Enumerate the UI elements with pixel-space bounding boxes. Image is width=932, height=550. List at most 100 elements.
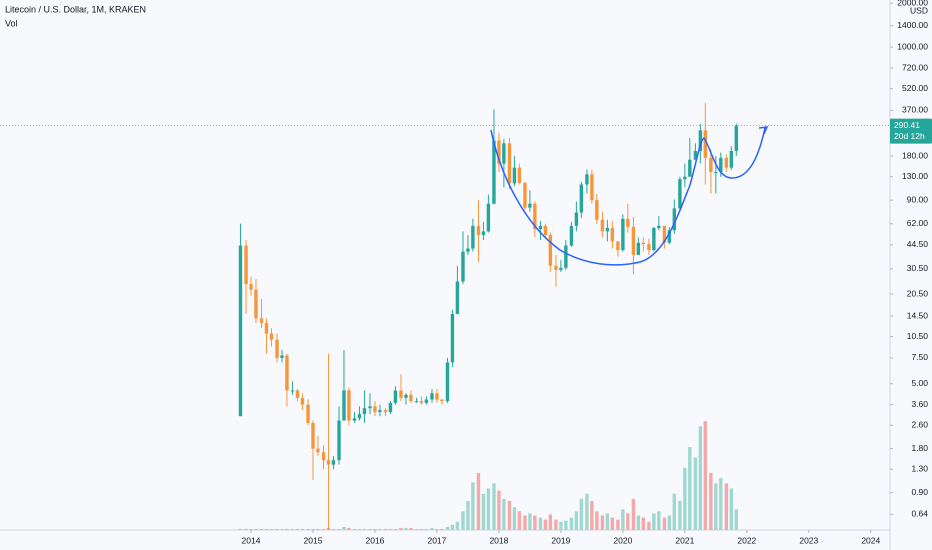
y-tick-label: 370.00	[902, 105, 928, 115]
candle-body	[466, 248, 470, 252]
candle-body	[373, 406, 377, 413]
y-tick-label: 1.80	[911, 443, 928, 453]
volume-bar	[290, 528, 295, 530]
volume-bar	[424, 528, 429, 530]
volume-bar	[641, 517, 646, 530]
volume-bar	[409, 527, 413, 530]
volume-bar	[631, 498, 636, 530]
candle-body	[528, 203, 532, 208]
candle-body	[672, 208, 677, 231]
volume-bar	[445, 526, 450, 530]
candle-body	[269, 333, 274, 340]
volume-bar	[554, 519, 558, 530]
volume-bar	[528, 513, 532, 530]
volume-bar	[672, 493, 677, 530]
candle-body	[714, 172, 718, 174]
candle-body	[461, 251, 465, 282]
candle-layer	[238, 103, 738, 530]
volume-bar	[548, 514, 553, 530]
candle-body	[579, 184, 584, 213]
y-tick-label: 0.90	[911, 487, 928, 497]
candle-body	[631, 226, 636, 255]
candle-body	[414, 401, 419, 403]
candle-body	[595, 200, 599, 220]
candle-body	[709, 157, 713, 173]
candle-body	[321, 452, 326, 461]
candle-body	[430, 393, 434, 400]
volume-bar	[667, 515, 672, 530]
candle-body	[554, 265, 558, 270]
candle-body	[362, 408, 367, 415]
volume-bar	[373, 528, 377, 530]
volume-bar	[342, 526, 346, 530]
y-tick-label: 10.50	[907, 331, 929, 341]
volume-bar	[440, 528, 444, 530]
candle-body	[569, 225, 574, 246]
volume-bar	[466, 500, 470, 530]
volume-bar	[393, 528, 398, 530]
volume-bar	[383, 528, 388, 530]
volume-layer	[238, 421, 738, 530]
candle-body	[688, 159, 692, 177]
volume-label: Vol	[5, 18, 18, 28]
volume-bar	[678, 500, 682, 530]
volume-bar	[693, 457, 698, 530]
y-tick-label: 7.50	[911, 352, 928, 362]
volume-bar	[481, 493, 486, 530]
y-tick-label: 20.50	[907, 288, 929, 298]
volume-bar	[311, 528, 315, 530]
candle-body	[450, 313, 455, 363]
candle-body	[610, 228, 615, 242]
candle-body	[492, 140, 496, 204]
volume-bar	[616, 519, 620, 530]
volume-bar	[280, 528, 284, 530]
candle-body	[559, 267, 563, 270]
volume-bar	[269, 528, 274, 530]
candle-body	[486, 203, 491, 232]
candle-body	[347, 390, 351, 421]
volume-bar	[404, 527, 408, 530]
volume-bar	[316, 528, 320, 530]
volume-bar	[719, 478, 723, 530]
candle-body	[254, 289, 258, 319]
volume-bar	[698, 426, 703, 530]
volume-bar	[502, 498, 506, 530]
volume-bar	[652, 513, 656, 530]
volume-bar	[254, 528, 258, 530]
candle-body	[331, 460, 336, 465]
candle-body	[476, 225, 481, 235]
candle-body	[471, 225, 475, 249]
candle-body	[295, 390, 300, 398]
candle-body	[342, 390, 346, 421]
volume-bar	[455, 521, 460, 530]
candle-body	[435, 393, 439, 400]
y-tick-label: 3.60	[911, 399, 928, 409]
volume-bar	[512, 507, 517, 530]
x-tick-label: 2024	[861, 535, 880, 545]
volume-bar	[337, 528, 341, 530]
candle-body	[724, 157, 729, 168]
candle-body	[393, 390, 398, 403]
candle-body	[275, 339, 279, 358]
volume-bar	[306, 528, 310, 530]
volume-bar	[388, 528, 393, 530]
x-tick-label: 2017	[427, 535, 446, 545]
volume-bar	[714, 483, 718, 530]
candle-body	[383, 410, 388, 413]
volume-bar	[486, 488, 491, 530]
volume-bar	[605, 513, 610, 530]
volume-bar	[569, 517, 574, 530]
x-tick-label: 2016	[366, 535, 385, 545]
volume-bar	[729, 488, 734, 530]
candle-body	[352, 418, 357, 421]
candle-body	[662, 225, 667, 243]
volume-bar	[450, 524, 455, 530]
candle-body	[337, 420, 341, 461]
volume-bar	[300, 528, 305, 530]
candle-body	[259, 318, 264, 324]
cup-and-handle-drawing	[490, 127, 766, 266]
volume-bar	[683, 467, 687, 530]
volume-bar	[543, 519, 548, 530]
candle-body	[290, 390, 295, 392]
